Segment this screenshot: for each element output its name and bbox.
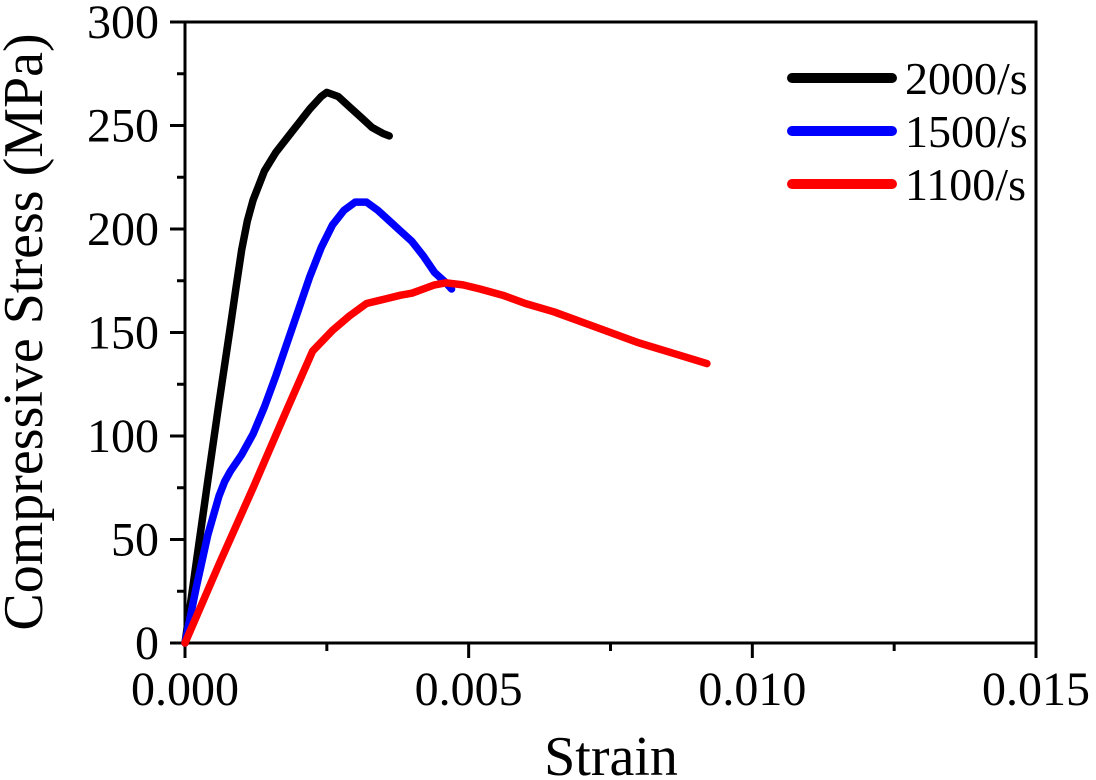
legend-label-1500-s: 1500/s <box>905 106 1028 157</box>
x-tick-label: 0.010 <box>698 663 806 716</box>
y-tick-label: 100 <box>87 410 159 463</box>
series-curve-1100-s <box>181 279 711 647</box>
y-tick-label: 50 <box>111 514 159 567</box>
x-tick-label: 0.015 <box>982 663 1090 716</box>
y-tick-label: 200 <box>87 203 159 256</box>
y-tick-label: 150 <box>87 307 159 360</box>
series-curve-2000-s <box>181 88 393 647</box>
axis-ticks <box>170 20 1038 658</box>
legend-label-2000-s: 2000/s <box>905 53 1028 104</box>
legend-label-1100-s: 1100/s <box>905 159 1026 210</box>
y-tick-label: 300 <box>87 0 159 49</box>
data-series <box>181 88 711 647</box>
x-axis-title: Strain <box>544 726 678 780</box>
axis-tick-labels: 0.000 0.005 0.010 0.015 0 50 100 150 200 250 300 <box>87 0 1090 716</box>
x-tick-label: 0.005 <box>415 663 523 716</box>
y-tick-label: 0 <box>135 617 159 670</box>
y-axis-title: Compressive Stress (MPa) <box>0 33 55 630</box>
y-tick-label: 250 <box>87 100 159 153</box>
x-tick-label: 0.000 <box>131 663 239 716</box>
series-curve-1500-s <box>181 198 456 647</box>
